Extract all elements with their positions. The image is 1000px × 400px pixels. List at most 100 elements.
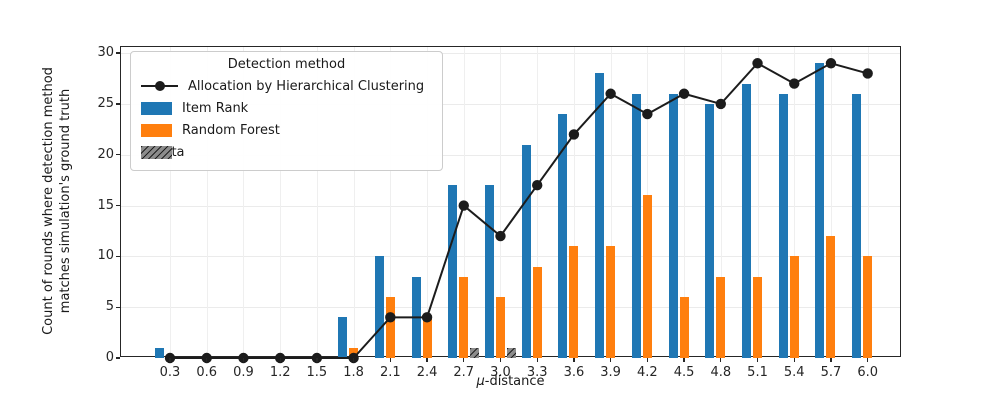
gridline	[121, 103, 900, 105]
x-tick-label: 3.6	[563, 365, 585, 380]
x-tick-mark	[867, 358, 869, 362]
x-tick-mark	[463, 358, 465, 362]
bar-random-forest	[716, 276, 726, 358]
x-tick-label: 3.3	[526, 365, 548, 380]
x-tick-label: 1.2	[269, 365, 291, 380]
y-tick-mark	[116, 306, 120, 308]
bar-item-rank	[484, 185, 494, 358]
data-point-marker	[752, 58, 763, 69]
gridline	[867, 47, 869, 356]
x-tick-mark	[720, 358, 722, 362]
legend-item-boruta: Boruta	[141, 141, 432, 163]
bar-random-forest	[606, 246, 616, 358]
data-point-marker	[568, 129, 580, 140]
legend-label: Allocation by Hierarchical Clustering	[188, 78, 425, 94]
x-tick-label: 5.4	[783, 365, 805, 380]
x-tick-label: 5.7	[820, 365, 842, 380]
x-tick-mark	[756, 358, 759, 362]
x-tick-label: 2.7	[453, 365, 475, 380]
gridline	[684, 47, 686, 356]
x-tick-label: 1.8	[343, 365, 364, 380]
blue-swatch-icon	[141, 101, 172, 115]
bar-item-rank	[668, 93, 678, 358]
y-tick-label: 15	[97, 197, 114, 213]
bar-random-forest	[789, 256, 799, 358]
x-tick-label: 0.3	[159, 365, 181, 380]
bar-random-forest	[863, 256, 873, 358]
x-axis-label: μ-distance	[476, 374, 545, 389]
y-tick-label: 10	[97, 248, 114, 264]
x-tick-mark	[206, 358, 208, 362]
x-tick-mark	[242, 358, 245, 362]
bar-random-forest	[495, 297, 505, 358]
data-point-marker	[348, 352, 359, 364]
gridline	[610, 47, 612, 356]
y-tick-mark	[116, 103, 120, 105]
data-point-marker	[605, 88, 616, 99]
legend-label: Random Forest	[182, 122, 280, 138]
data-point-marker	[164, 352, 176, 364]
gridline	[720, 47, 722, 356]
gridline	[537, 47, 539, 356]
gridline	[500, 47, 502, 356]
bar-random-forest	[642, 195, 652, 358]
data-point-marker	[458, 200, 469, 211]
x-tick-mark	[573, 358, 575, 362]
bar-random-forest	[679, 297, 689, 358]
y-tick-label: 0	[105, 350, 114, 365]
x-tick-mark	[793, 358, 795, 362]
y-tick-label: 30	[97, 45, 114, 61]
line-marker-icon	[141, 80, 178, 92]
bar-item-rank	[558, 114, 568, 358]
plot-area: 0.3 0.6 0.9 1.2 1.5 1.8 2.1 2.4 2.7 3.0 3.3 3.6 3.9 4…	[97, 45, 901, 380]
x-tick-label: 3.0	[490, 365, 511, 380]
data-point-marker	[238, 352, 249, 364]
bar-item-rank	[521, 144, 531, 358]
bar-item-rank	[374, 256, 384, 358]
gridline	[170, 47, 171, 356]
bar-item-rank	[631, 93, 641, 358]
x-tick-mark	[353, 358, 355, 362]
gridline	[316, 47, 318, 356]
bar-random-forest	[385, 297, 395, 358]
y-tick-mark	[116, 204, 120, 207]
y-axis-label: Count of rounds where detection method m…	[41, 67, 73, 335]
bar-random-forest	[532, 266, 542, 358]
bar-item-rank	[778, 93, 788, 358]
x-tick-mark	[646, 358, 649, 362]
y-tick-mark	[116, 52, 120, 54]
y-tick-label: 20	[97, 146, 114, 162]
gridline	[353, 47, 355, 356]
x-tick-mark	[279, 358, 281, 362]
bar-item-rank	[742, 83, 752, 358]
legend-item-item-rank: Item Rank	[141, 97, 432, 119]
data-point-marker	[385, 312, 396, 323]
bar-random-forest	[826, 236, 836, 358]
legend: Detection method Allocation by Hierarchi…	[130, 51, 443, 171]
gridline	[206, 47, 208, 356]
gridline	[121, 256, 900, 258]
bar-random-forest	[459, 276, 469, 358]
gridline	[830, 47, 832, 356]
x-tick-label: 5.1	[747, 365, 768, 380]
x-tick-label: 2.4	[416, 365, 438, 380]
gridline	[121, 53, 900, 55]
data-point-marker	[495, 230, 506, 242]
gridline	[390, 47, 392, 356]
x-tick-label: 2.1	[379, 365, 401, 380]
x-tick-mark	[389, 358, 392, 362]
legend-label: Item Rank	[182, 100, 249, 116]
x-tick-mark	[536, 358, 538, 362]
legend-title: Detection method	[227, 57, 346, 72]
data-point-marker	[201, 352, 212, 364]
x-tick-label: 4.2	[637, 365, 658, 380]
bar-item-rank	[595, 73, 605, 358]
y-tick-label: 25	[97, 95, 114, 111]
gridline	[121, 154, 900, 156]
bar-item-rank	[448, 185, 458, 358]
y-tick-label: 5	[105, 299, 114, 315]
gridline	[794, 47, 796, 356]
bar-boruta	[470, 347, 480, 358]
line-allocation-by-hierarchical-clustering	[164, 58, 873, 364]
gridline	[757, 47, 759, 356]
